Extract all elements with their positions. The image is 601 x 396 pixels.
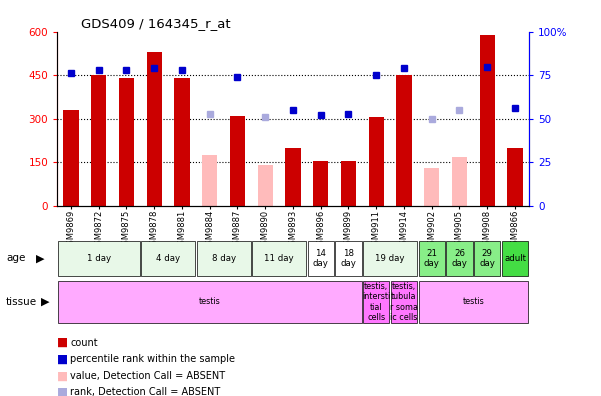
Text: percentile rank within the sample: percentile rank within the sample (70, 354, 236, 364)
Text: 29
day: 29 day (480, 249, 495, 268)
Bar (368, 117, 384, 206)
Text: age: age (6, 253, 25, 263)
Text: ■: ■ (57, 369, 69, 382)
Bar (91, 75, 106, 206)
Text: 18
day: 18 day (341, 249, 356, 268)
Bar (230, 116, 245, 206)
Text: 8 day: 8 day (212, 254, 236, 263)
Text: 21
day: 21 day (424, 249, 440, 268)
Bar (58, 281, 362, 323)
Text: count: count (70, 337, 98, 348)
Text: rank, Detection Call = ABSENT: rank, Detection Call = ABSENT (70, 387, 221, 396)
Bar (313, 161, 328, 206)
Text: 11 day: 11 day (264, 254, 294, 263)
Bar (308, 241, 334, 276)
Bar (258, 165, 273, 206)
Bar (424, 168, 439, 206)
Text: ■: ■ (57, 386, 69, 396)
Text: value, Detection Call = ABSENT: value, Detection Call = ABSENT (70, 371, 225, 381)
Text: ■: ■ (57, 336, 69, 349)
Bar (335, 241, 362, 276)
Bar (447, 241, 472, 276)
Bar (397, 75, 412, 206)
Bar (58, 241, 139, 276)
Text: ▶: ▶ (41, 297, 49, 307)
Text: 14
day: 14 day (313, 249, 329, 268)
Text: 19 day: 19 day (376, 254, 405, 263)
Bar (474, 241, 500, 276)
Text: tissue: tissue (6, 297, 37, 307)
Bar (285, 148, 300, 206)
Text: testis: testis (463, 297, 484, 307)
Text: ▶: ▶ (36, 253, 44, 263)
Bar (480, 34, 495, 206)
Bar (197, 241, 251, 276)
Bar (202, 155, 218, 206)
Bar (507, 148, 523, 206)
Bar (419, 241, 445, 276)
Bar (502, 241, 528, 276)
Text: ■: ■ (57, 353, 69, 366)
Text: 1 day: 1 day (87, 254, 111, 263)
Bar (119, 78, 134, 206)
Bar (174, 78, 189, 206)
Bar (419, 281, 528, 323)
Text: 4 day: 4 day (156, 254, 180, 263)
Bar (341, 161, 356, 206)
Text: adult: adult (504, 254, 526, 263)
Bar (363, 241, 417, 276)
Text: GDS409 / 164345_r_at: GDS409 / 164345_r_at (81, 17, 230, 30)
Bar (63, 110, 79, 206)
Text: testis,
tubula
r soma
ic cells: testis, tubula r soma ic cells (390, 282, 418, 322)
Text: testis,
intersti
tial
cells: testis, intersti tial cells (362, 282, 391, 322)
Bar (141, 241, 195, 276)
Text: testis: testis (199, 297, 221, 307)
Bar (252, 241, 306, 276)
Text: 26
day: 26 day (451, 249, 468, 268)
Bar (147, 52, 162, 206)
Bar (452, 156, 467, 206)
Bar (391, 281, 417, 323)
Bar (363, 281, 389, 323)
